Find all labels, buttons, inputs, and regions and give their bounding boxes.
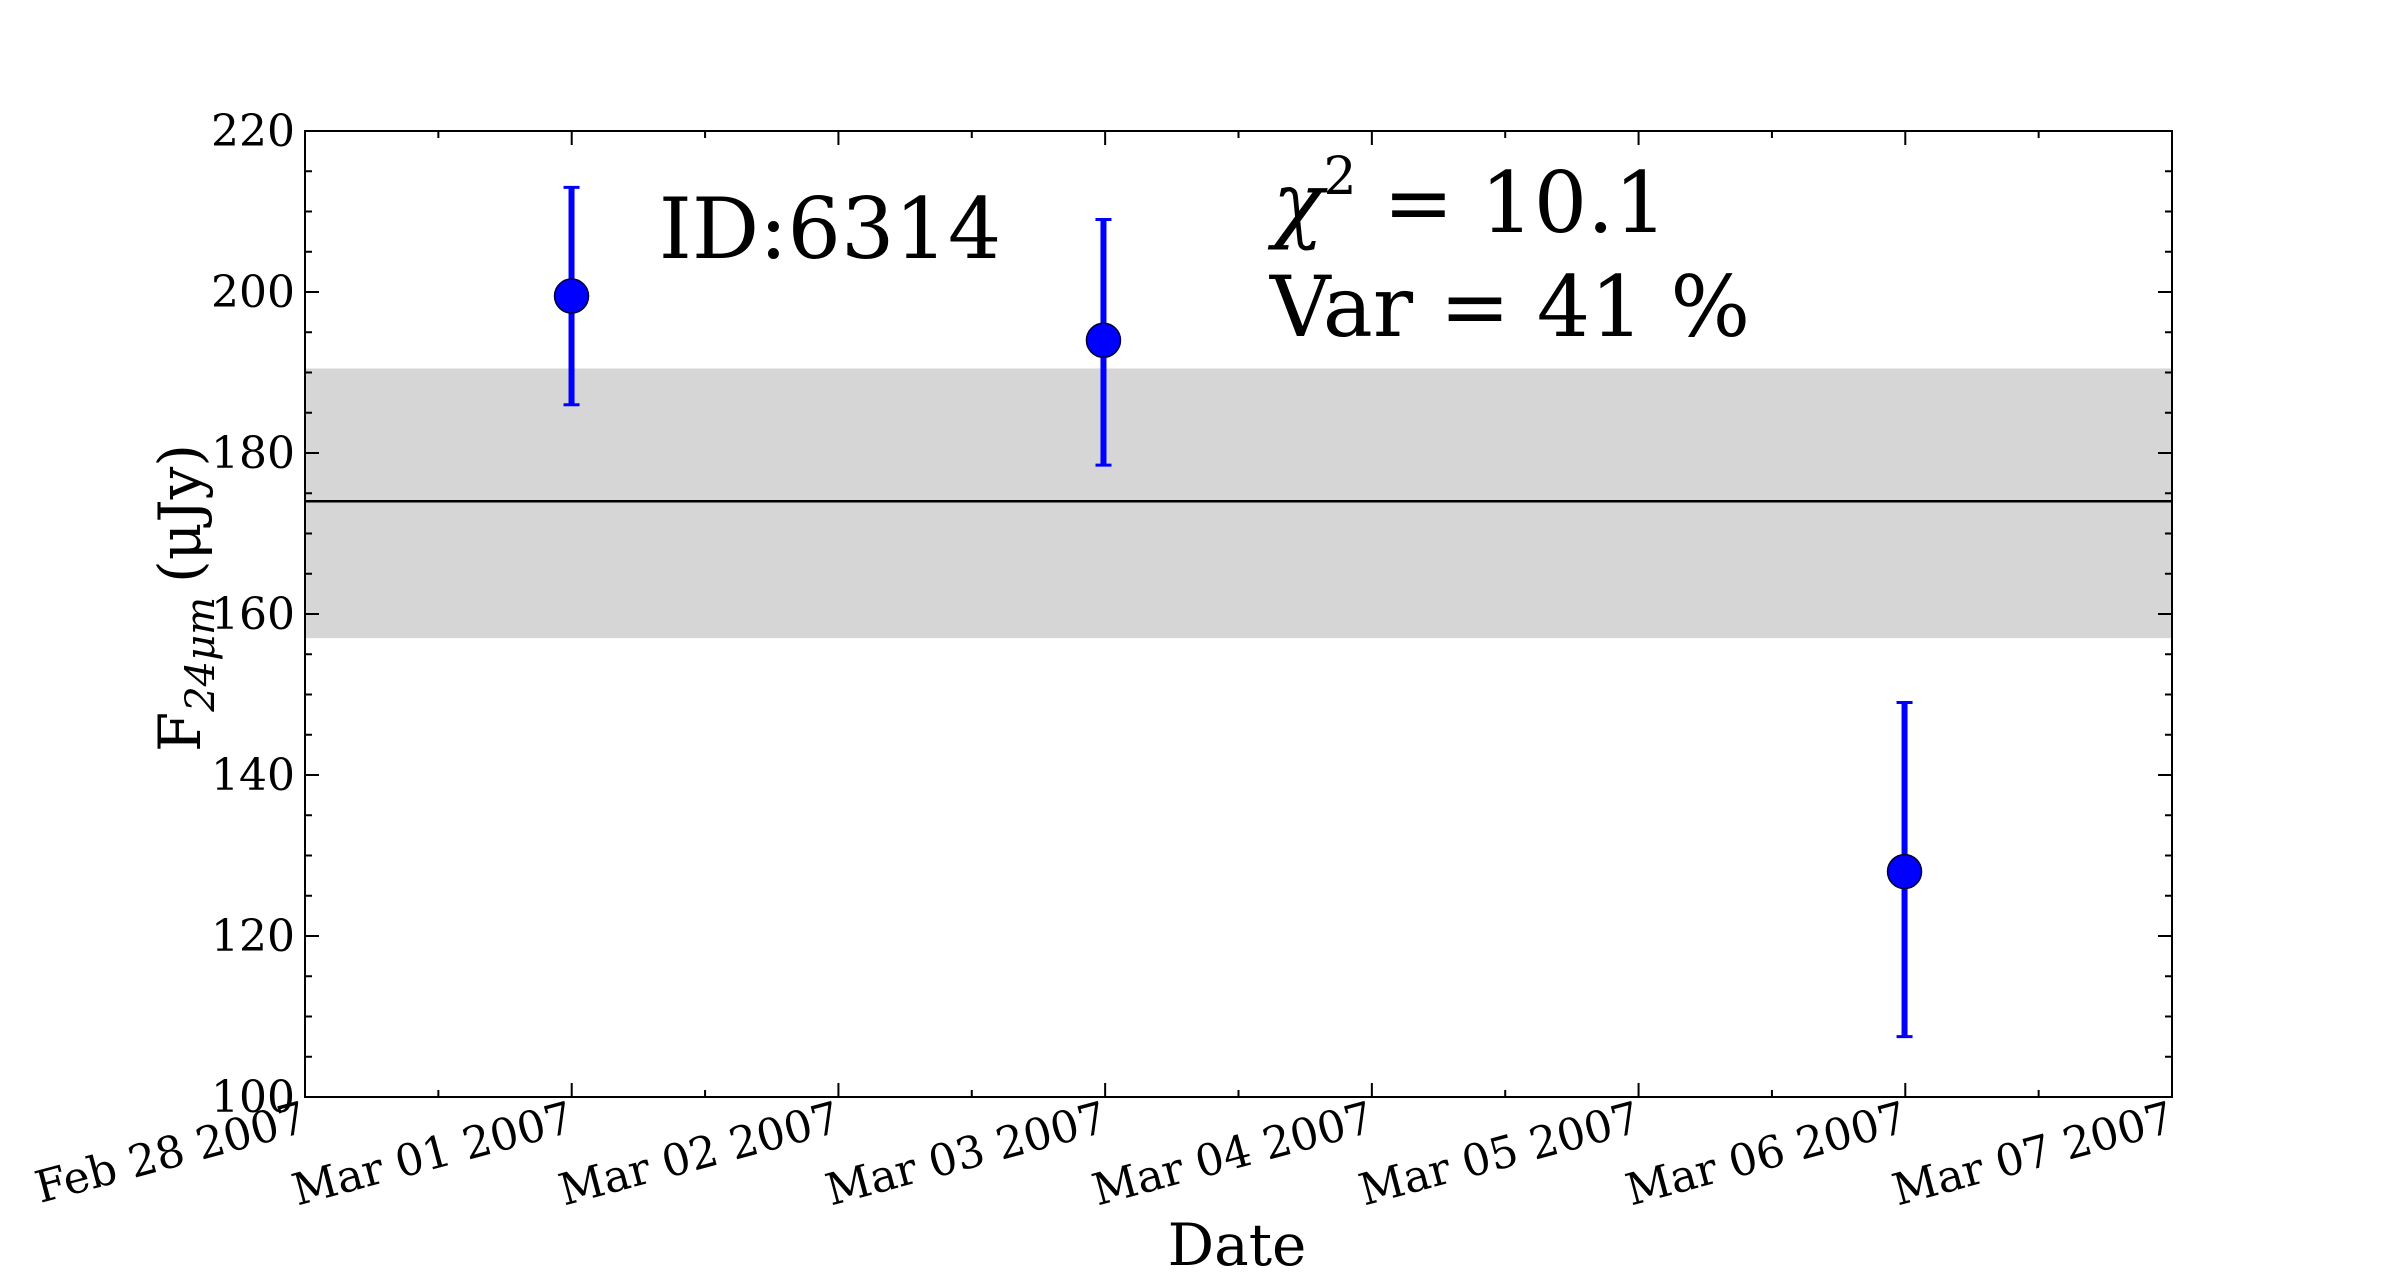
y-tick-label: 100	[211, 1072, 295, 1123]
y-tick-label: 220	[211, 106, 295, 157]
y-axis-title-main: F	[146, 712, 214, 752]
y-axis-title-subscript: 24μm	[178, 597, 224, 713]
y-tick-label: 120	[211, 911, 295, 962]
x-tick-label: Mar 01 2007	[287, 1092, 579, 1216]
plot-frame	[304, 130, 2173, 1098]
y-tick-label: 140	[211, 750, 295, 801]
chi-exponent: 2	[1323, 147, 1356, 207]
chi-squared-label: χ2 = 10.1	[1268, 147, 1668, 252]
data-point	[1886, 853, 1923, 890]
data-point	[553, 278, 590, 314]
y-axis-title: F24μm (μJy)	[146, 444, 224, 752]
y-tick-label: 160	[211, 589, 295, 640]
scatter-band	[305, 368, 2172, 639]
source-id-label: ID:6314	[659, 180, 1002, 278]
x-tick-label: Mar 05 2007	[1354, 1092, 1646, 1216]
x-tick-label: Feb 28 2007	[30, 1092, 312, 1213]
y-axis-title-unit: (μJy)	[146, 444, 214, 583]
x-tick-label: Mar 02 2007	[554, 1092, 846, 1216]
y-tick-label: 200	[211, 267, 295, 318]
x-tick-label: Mar 04 2007	[1087, 1092, 1379, 1216]
chi-symbol: χ	[1268, 154, 1329, 252]
data-points	[553, 185, 1923, 1039]
variability-label: Var = 41 %	[1269, 258, 1750, 356]
data-point	[1085, 322, 1122, 359]
y-tick-label: 180	[211, 428, 295, 479]
x-tick-label: Mar 06 2007	[1620, 1092, 1912, 1216]
chi-value: = 10.1	[1357, 154, 1668, 252]
x-tick-label: Mar 07 2007	[1887, 1092, 2179, 1216]
x-axis-title: Date	[1168, 1211, 1307, 1279]
y-tick-labels: 100 120 140 160 180 200 220	[211, 106, 295, 1123]
x-tick-label: Mar 03 2007	[820, 1092, 1112, 1216]
